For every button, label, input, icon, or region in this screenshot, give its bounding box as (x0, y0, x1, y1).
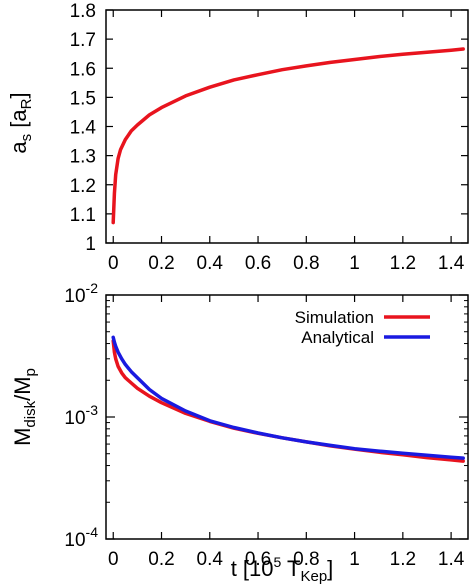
bottom-series-lines (111, 335, 465, 463)
top-x-tick-label-0-6: 0.6 (245, 253, 271, 274)
top-x-tick-label-0-4: 0.4 (197, 253, 224, 274)
bot-x-tick-label-0-6: 0.6 (245, 549, 271, 570)
top-tick-marks (106, 9, 468, 244)
legend-label-simulation: Simulation (295, 308, 374, 327)
top-y-tick-label-1-4: 1.4 (70, 118, 97, 139)
bot-series-line-analytical (111, 335, 465, 460)
top-series-line-series-0 (111, 47, 465, 225)
top-y-tick-label-1-1: 1.1 (70, 205, 96, 226)
bot-y-tick-label--3: 10-3 (64, 402, 98, 429)
bottom-panel: 0 0.2 0.4 0.6 0.8 1 1.2 1.4 10-2 10-3 10-4 Simula… (10, 280, 469, 585)
legend: Simulation Analytical (295, 308, 430, 347)
top-x-tick-label-0: 0 (108, 253, 119, 274)
bot-x-tick-label-0-2: 0.2 (148, 549, 174, 570)
bottom-x-axis-title: t [105 TKep] (231, 554, 334, 585)
top-y-tick-label-1-5: 1.5 (70, 88, 96, 109)
bot-x-tick-label-1-4: 1.4 (438, 549, 465, 570)
bottom-y-tick-labels: 10-2 10-3 10-4 (64, 280, 98, 551)
top-series-lines (111, 47, 465, 225)
bot-x-tick-label-0-4: 0.4 (197, 549, 224, 570)
bottom-x-tick-labels: 0 0.2 0.4 0.6 0.8 1 1.2 1.4 (108, 549, 465, 570)
bottom-y-axis-title: Mdisk/Mp (10, 368, 39, 446)
top-y-tick-label-1-7: 1.7 (70, 30, 96, 51)
top-y-tick-label-1: 1 (85, 234, 96, 255)
bot-y-tick-label--2: 10-2 (64, 280, 98, 307)
bot-x-tick-label-0: 0 (108, 549, 119, 570)
bot-x-tick-label-1-2: 1.2 (390, 549, 416, 570)
top-x-tick-label-0-2: 0.2 (148, 253, 174, 274)
top-x-tick-label-0-8: 0.8 (293, 253, 319, 274)
legend-label-analytical: Analytical (301, 328, 374, 347)
top-plot-frame (105, 9, 469, 244)
top-x-tick-labels: 0 0.2 0.4 0.6 0.8 1 1.2 1.4 (108, 253, 465, 274)
top-y-tick-labels: 1 1.1 1.2 1.3 1.4 1.5 1.6 1.7 1.8 (70, 1, 97, 255)
top-y-tick-label-1-2: 1.2 (70, 176, 96, 197)
top-y-axis-title: as [aR] (6, 92, 35, 153)
bottom-plot-frame (105, 294, 469, 540)
bot-x-tick-label-0-8: 0.8 (293, 549, 319, 570)
top-x-tick-label-1-2: 1.2 (390, 253, 416, 274)
top-x-tick-label-1: 1 (349, 253, 360, 274)
top-y-tick-label-1-3: 1.3 (70, 147, 96, 168)
top-y-tick-label-1-8: 1.8 (70, 1, 96, 22)
top-panel: 0 0.2 0.4 0.6 0.8 1 1.2 1.4 1 1.1 1.2 1.3 1.4 1.5 1.6… (6, 1, 469, 274)
top-y-tick-label-1-6: 1.6 (70, 59, 96, 80)
bot-y-tick-label--4: 10-4 (64, 524, 98, 551)
top-x-tick-label-1-4: 1.4 (438, 253, 465, 274)
bot-x-tick-label-1: 1 (349, 549, 360, 570)
bottom-tick-marks (106, 294, 468, 540)
